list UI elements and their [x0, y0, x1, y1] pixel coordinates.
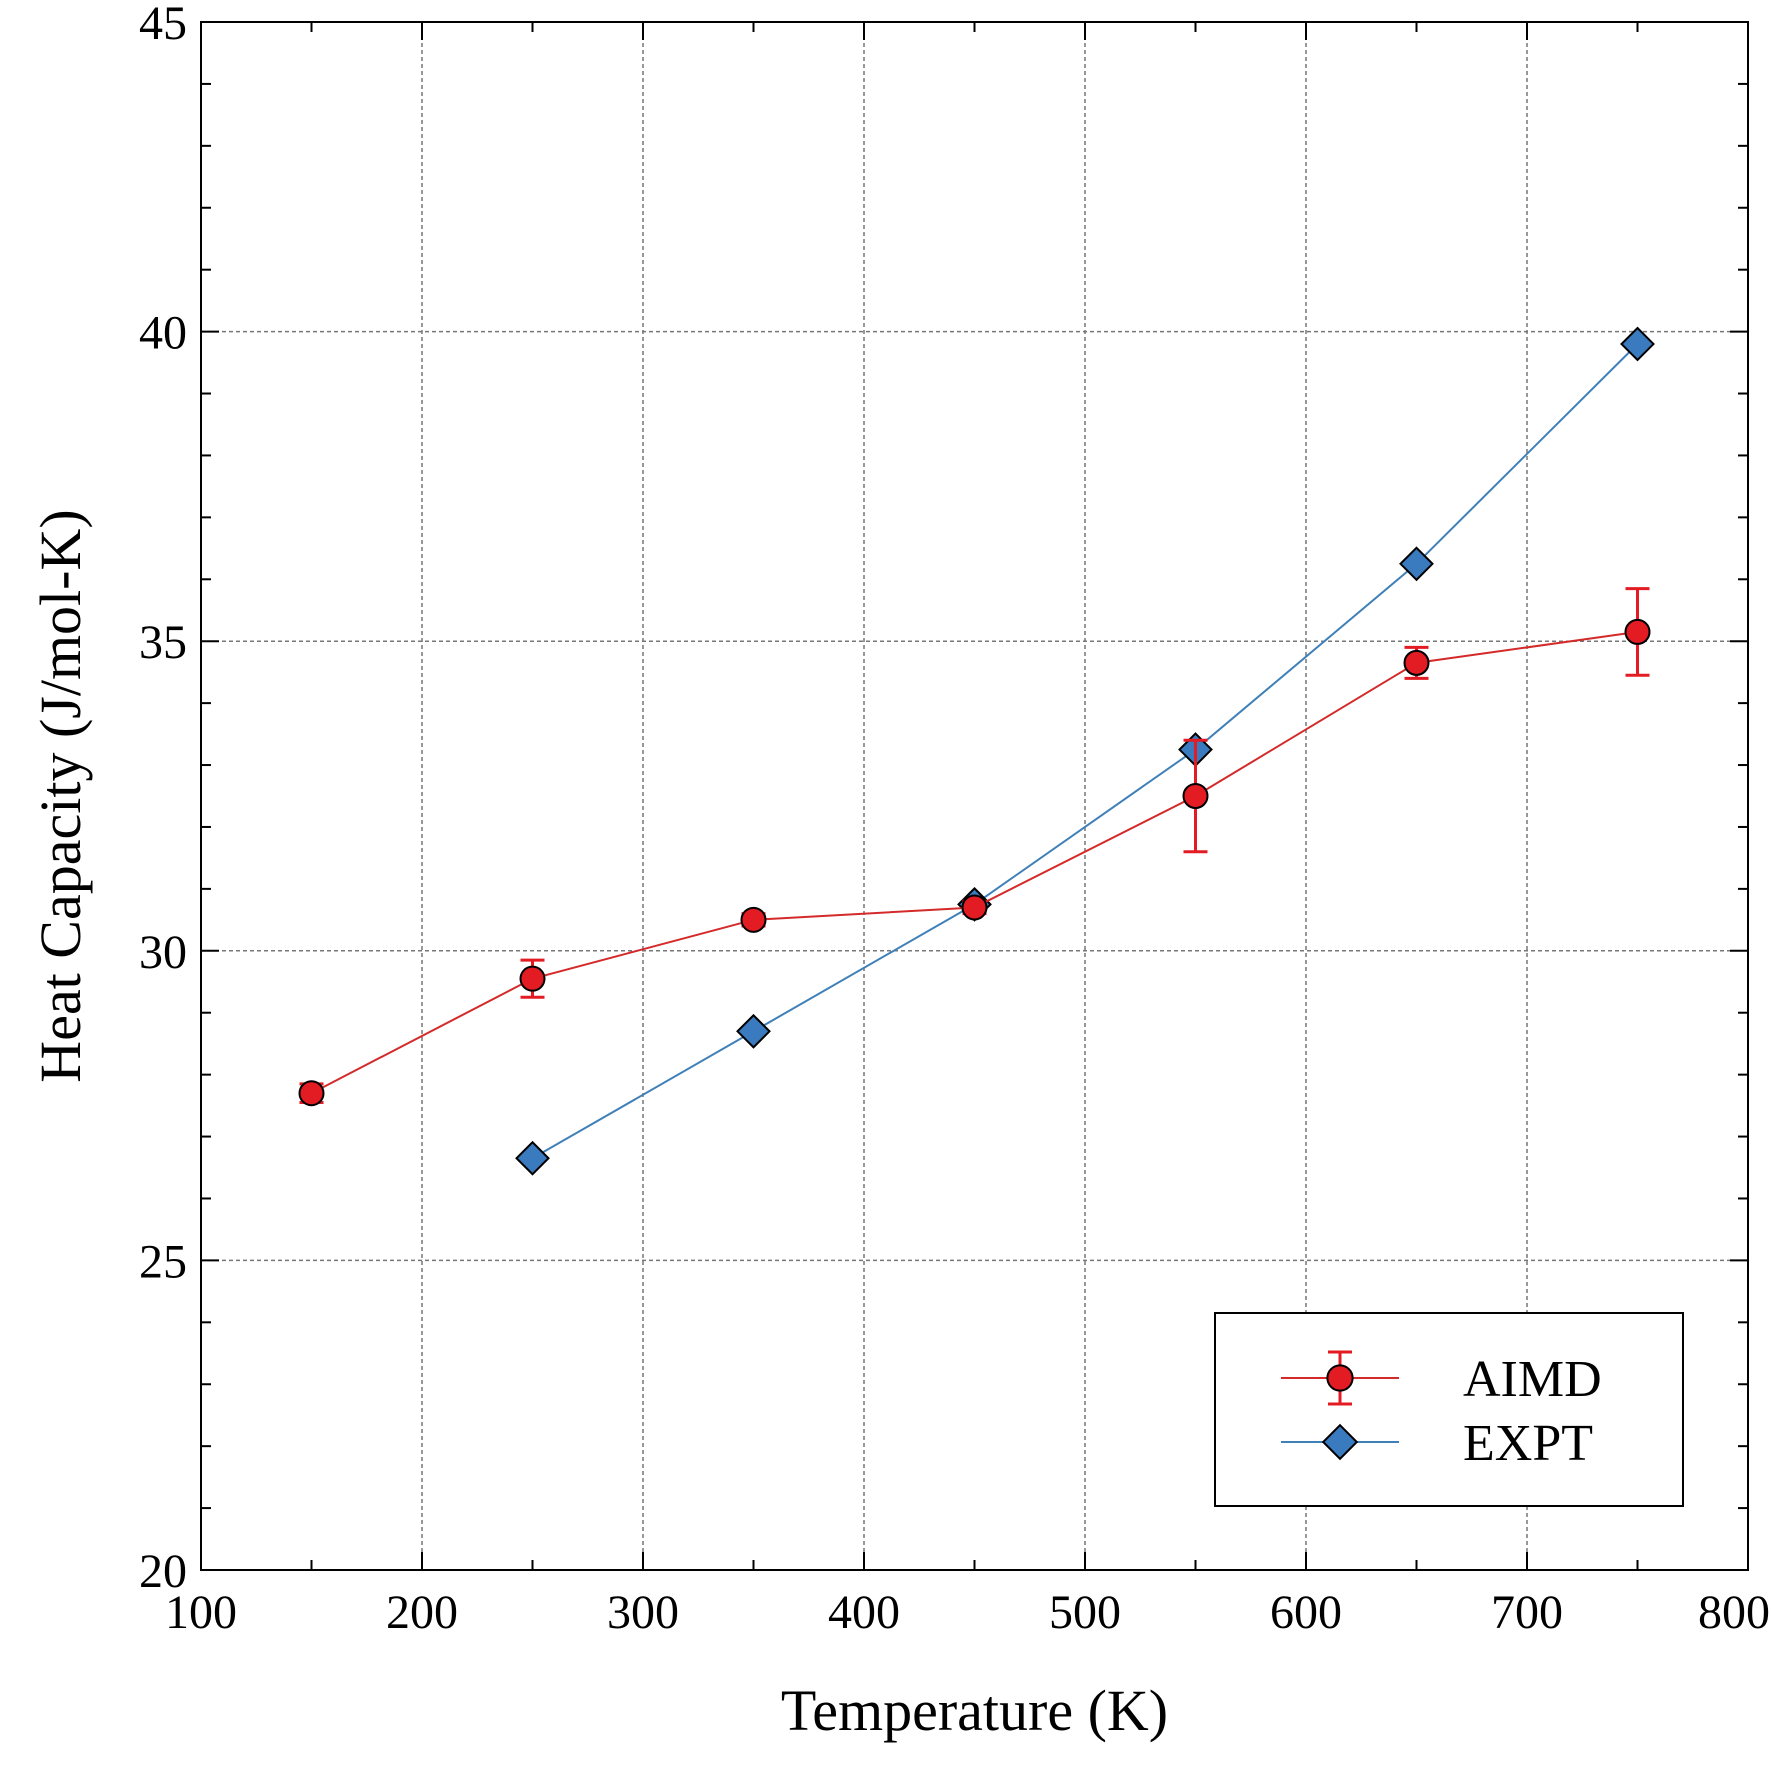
legend-box — [1214, 1312, 1684, 1507]
legend-item-expt: EXPT — [1281, 1415, 1593, 1472]
y-tick-label: 40 — [139, 307, 187, 360]
x-tick-label: 600 — [1270, 1586, 1342, 1639]
x-tick-label: 700 — [1491, 1586, 1563, 1639]
aimd-line — [311, 630, 1638, 1095]
x-axis-title: Temperature (K) — [781, 1678, 1168, 1743]
x-tick-label: 200 — [386, 1586, 458, 1639]
legend-label: EXPT — [1463, 1415, 1593, 1472]
x-tick-label: 300 — [607, 1586, 679, 1639]
y-tick-label: 30 — [139, 926, 187, 979]
expt-point — [515, 1140, 550, 1176]
x-tick-label: 800 — [1698, 1586, 1770, 1639]
legend: AIMD EXPT — [1214, 1312, 1684, 1507]
expt-point — [1399, 546, 1434, 582]
aimd-point — [1403, 649, 1430, 676]
series-aimd — [298, 587, 1651, 1107]
series-expt — [515, 326, 1655, 1176]
aimd-point — [1624, 618, 1651, 645]
plot-frame — [200, 21, 1749, 1571]
y-tick-label: 35 — [139, 616, 187, 669]
aimd-point — [740, 906, 767, 933]
aimd-point — [1326, 1364, 1354, 1392]
aimd-point — [519, 965, 546, 992]
x-tick-label: 100 — [165, 1586, 237, 1639]
aimd-point — [961, 894, 988, 921]
expt-point — [1321, 1423, 1359, 1461]
y-tick-label: 20 — [139, 1545, 187, 1598]
expt-line — [532, 343, 1639, 1160]
legend-item-aimd: AIMD — [1281, 1350, 1602, 1408]
label-layer: 100 200 300 400 500 600 700 800 20 25 30 35 40 45 — [139, 0, 1770, 1639]
x-tick-label: 500 — [1049, 1586, 1121, 1639]
x-tick-label: 400 — [828, 1586, 900, 1639]
aimd-point — [1182, 783, 1209, 809]
expt-point — [1620, 326, 1655, 362]
expt-point — [736, 1013, 771, 1049]
legend-items: AIMD EXPT — [1281, 1350, 1602, 1472]
aimd-point — [298, 1080, 325, 1107]
y-tick-label: 45 — [139, 0, 187, 50]
series-layer — [298, 326, 1655, 1176]
y-axis-title: Heat Capacity (J/mol-K) — [28, 509, 93, 1082]
legend-label: AIMD — [1463, 1351, 1602, 1408]
y-tick-label: 25 — [139, 1235, 187, 1288]
